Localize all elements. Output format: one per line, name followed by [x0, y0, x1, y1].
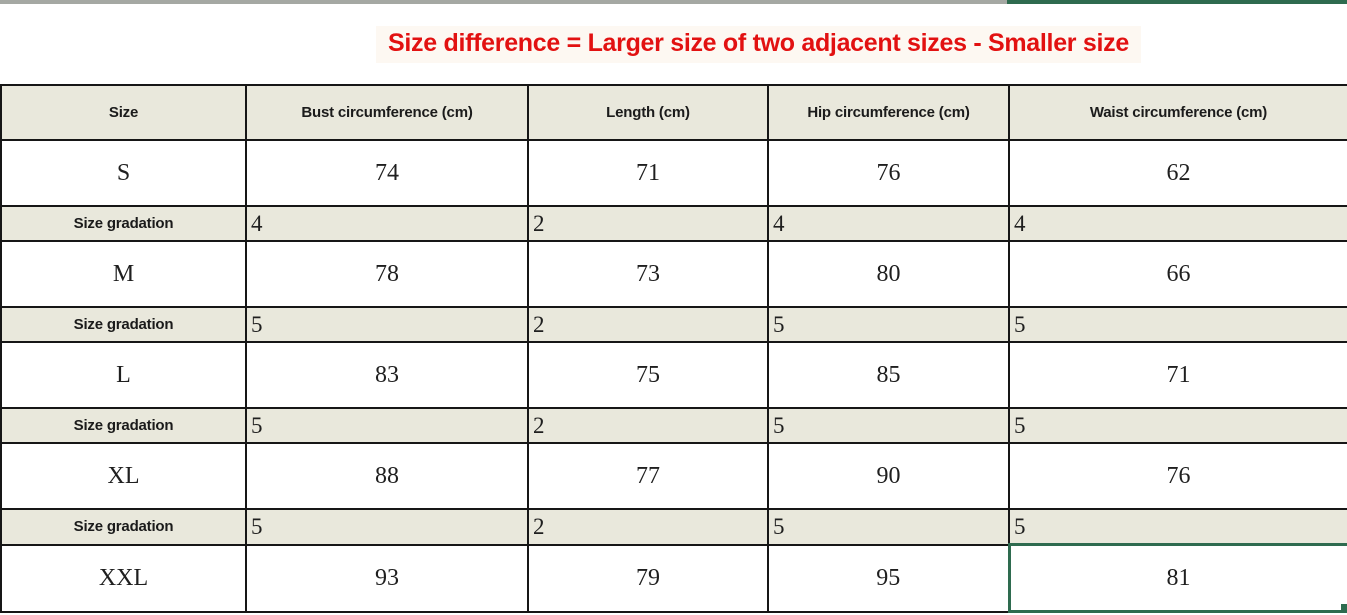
gradation-row: Size gradation 5 2 5 5 [0, 306, 1347, 343]
measurement-cell[interactable]: 71 [527, 139, 769, 207]
table-row-l: L 83 75 85 71 [0, 341, 1347, 409]
measurement-cell[interactable]: 79 [527, 543, 769, 613]
measurement-cell[interactable]: 93 [245, 543, 529, 613]
size-label-cell[interactable]: S [0, 139, 247, 207]
gradation-value-cell[interactable]: 5 [245, 306, 529, 343]
gradation-row: Size gradation 5 2 5 5 [0, 508, 1347, 546]
header-row: Size Bust circumference (cm) Length (cm)… [0, 84, 1347, 141]
gradation-value-cell[interactable]: 4 [245, 205, 529, 242]
measurement-cell[interactable]: 62 [1008, 139, 1347, 207]
measurement-cell[interactable]: 78 [245, 240, 529, 308]
measurement-cell[interactable]: 77 [527, 442, 769, 510]
top-strip-gray [0, 0, 1007, 4]
gradation-value-cell[interactable]: 2 [527, 508, 769, 546]
gradation-label-cell[interactable]: Size gradation [0, 407, 247, 444]
measurement-cell[interactable]: 74 [245, 139, 529, 207]
gradation-value-cell[interactable]: 5 [767, 407, 1010, 444]
table-row-s: S 74 71 76 62 [0, 139, 1347, 207]
size-label-cell[interactable]: L [0, 341, 247, 409]
top-strip-selected-column-indicator [1007, 0, 1347, 4]
gradation-value-cell[interactable]: 5 [767, 306, 1010, 343]
gradation-value-cell[interactable]: 5 [1008, 508, 1347, 546]
column-header-hip[interactable]: Hip circumference (cm) [767, 84, 1010, 141]
column-header-bust[interactable]: Bust circumference (cm) [245, 84, 529, 141]
gradation-value-cell[interactable]: 5 [245, 407, 529, 444]
table-row-m: M 78 73 80 66 [0, 240, 1347, 308]
measurement-cell[interactable]: 75 [527, 341, 769, 409]
gradation-value-cell[interactable]: 5 [1008, 306, 1347, 343]
gradation-value-cell[interactable]: 5 [767, 508, 1010, 546]
measurement-cell[interactable]: 90 [767, 442, 1010, 510]
measurement-cell[interactable]: 95 [767, 543, 1010, 613]
measurement-cell[interactable]: 73 [527, 240, 769, 308]
measurement-cell[interactable]: 83 [245, 341, 529, 409]
title-band: Size difference = Larger size of two adj… [0, 4, 1347, 84]
gradation-label-cell[interactable]: Size gradation [0, 205, 247, 242]
size-label-cell[interactable]: XXL [0, 543, 247, 613]
gradation-row: Size gradation 5 2 5 5 [0, 407, 1347, 444]
fill-handle[interactable] [1339, 603, 1345, 609]
table-row-xl: XL 88 77 90 76 [0, 442, 1347, 510]
measurement-cell[interactable]: 66 [1008, 240, 1347, 308]
measurement-cell[interactable]: 85 [767, 341, 1010, 409]
table-row-xxl: XXL 93 79 95 81 [0, 543, 1347, 613]
size-chart-table: Size Bust circumference (cm) Length (cm)… [0, 84, 1347, 613]
measurement-cell[interactable]: 80 [767, 240, 1010, 308]
gradation-value-cell[interactable]: 5 [1008, 407, 1347, 444]
table-title[interactable]: Size difference = Larger size of two adj… [376, 25, 1141, 63]
gradation-label-cell[interactable]: Size gradation [0, 508, 247, 546]
column-header-length[interactable]: Length (cm) [527, 84, 769, 141]
selected-cell[interactable]: 81 [1007, 543, 1347, 613]
gradation-row: Size gradation 4 2 4 4 [0, 205, 1347, 242]
gradation-value-cell[interactable]: 4 [1008, 205, 1347, 242]
selected-cell-value: 81 [1166, 564, 1191, 591]
measurement-cell[interactable]: 76 [767, 139, 1010, 207]
gradation-value-cell[interactable]: 5 [245, 508, 529, 546]
size-label-cell[interactable]: XL [0, 442, 247, 510]
column-header-size[interactable]: Size [0, 84, 247, 141]
measurement-cell[interactable]: 76 [1008, 442, 1347, 510]
gradation-label-cell[interactable]: Size gradation [0, 306, 247, 343]
gradation-value-cell[interactable]: 2 [527, 205, 769, 242]
measurement-cell[interactable]: 71 [1008, 341, 1347, 409]
gradation-value-cell[interactable]: 2 [527, 306, 769, 343]
column-header-waist[interactable]: Waist circumference (cm) [1008, 84, 1347, 141]
measurement-cell[interactable]: 88 [245, 442, 529, 510]
gradation-value-cell[interactable]: 4 [767, 205, 1010, 242]
gradation-value-cell[interactable]: 2 [527, 407, 769, 444]
size-label-cell[interactable]: M [0, 240, 247, 308]
